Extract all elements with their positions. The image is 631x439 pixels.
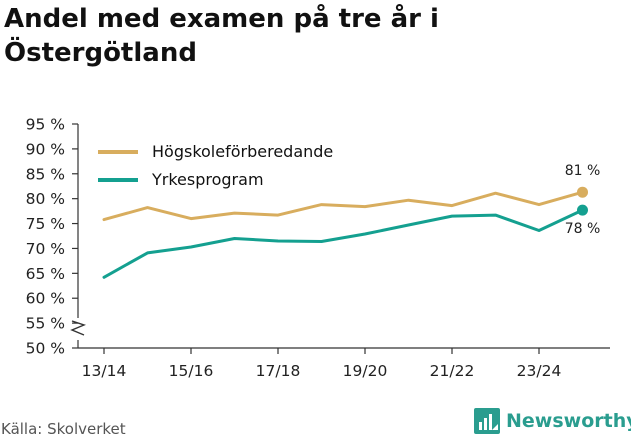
y-tick-label: 80 % [26, 190, 65, 208]
legend-label-2: Yrkesprogram [152, 170, 264, 189]
newsworthy-logo: Newsworthy [474, 408, 631, 434]
legend-item-1: Högskoleförberedande [98, 142, 333, 161]
y-tick-label: 75 % [26, 215, 65, 233]
y-tick-label: 70 % [26, 240, 65, 258]
series-end-point-1 [577, 186, 588, 198]
x-tick-label: 15/16 [169, 362, 214, 380]
y-tick-label: 55 % [26, 315, 65, 333]
legend-item-2: Yrkesprogram [98, 170, 264, 189]
end-labels: 81 % 78 % [565, 163, 601, 237]
y-tick-label: 65 % [26, 265, 65, 283]
y-tick-label: 50 % [26, 340, 65, 358]
logo-icon [474, 408, 500, 434]
series-lines [102, 186, 588, 279]
end-label-2: 78 % [565, 221, 601, 237]
legend-swatch-1 [98, 149, 138, 154]
x-tick-label: 23/24 [517, 362, 562, 380]
x-tick-label: 17/18 [256, 362, 301, 380]
series-end-point-2 [577, 204, 588, 216]
y-axis: 50 % 55 % 60 % 65 % 70 % 75 % 80 % 85 % 90 % 95 % [26, 116, 86, 358]
x-tick-label: 21/22 [430, 362, 475, 380]
series-line-1 [102, 190, 584, 222]
y-tick-label: 85 % [26, 165, 65, 183]
source-text: Källa: Skolverket [1, 420, 126, 438]
legend-label-1: Högskoleförberedande [152, 142, 334, 161]
x-tick-label: 19/20 [343, 362, 388, 380]
chart-title: Andel med examen på tre år i Östergötlan… [4, 4, 439, 68]
series-line-2 [102, 208, 584, 279]
x-axis: 13/14 15/16 17/18 19/20 21/22 23/24 [78, 347, 610, 380]
x-tick-label: 13/14 [82, 362, 127, 380]
y-tick-label: 60 % [26, 290, 65, 308]
end-label-1: 81 % [565, 163, 601, 179]
logo-text: Newsworthy [506, 410, 631, 432]
y-tick-label: 90 % [26, 140, 65, 158]
y-tick-label: 95 % [26, 116, 65, 134]
legend-swatch-2 [98, 177, 138, 182]
